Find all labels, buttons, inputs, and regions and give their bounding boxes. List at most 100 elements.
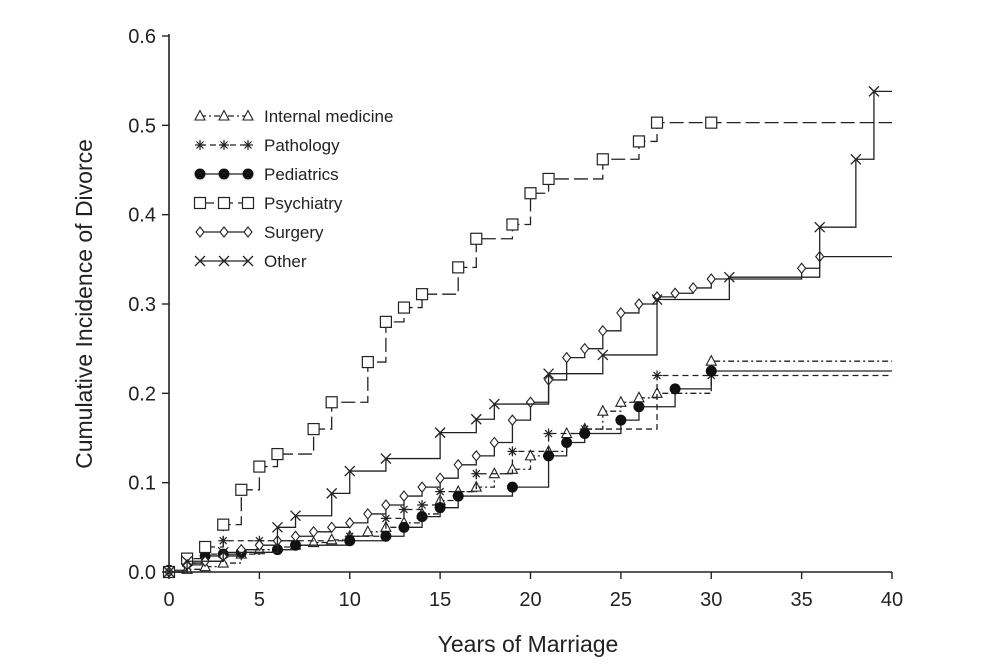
point-pediatrics-11 xyxy=(434,502,446,514)
point-surgery-19 xyxy=(507,414,518,427)
point-internal-medicine-18 xyxy=(488,467,501,479)
axes-layer: 0.0 0.1 0.2 0.3 0.4 0.5 0.6 0 5 10 15 20 25 30 35 40 xyxy=(128,26,903,611)
x-tick-label-8: 40 xyxy=(881,589,903,611)
point-surgery-11 xyxy=(363,508,373,520)
point-pediatrics-15 xyxy=(561,436,573,448)
point-psychiatry-5 xyxy=(253,460,266,473)
series-internal-medicine xyxy=(163,354,892,577)
point-internal-medicine-20 xyxy=(524,449,537,461)
legend-marker-surgery-2 xyxy=(243,226,253,238)
series-psychiatry xyxy=(162,116,892,579)
point-psychiatry-14 xyxy=(470,232,483,245)
point-other-10 xyxy=(488,398,500,410)
point-pediatrics-16 xyxy=(579,428,591,440)
point-psychiatry-12 xyxy=(415,288,429,301)
point-other-14 xyxy=(723,271,735,283)
point-pediatrics-14 xyxy=(543,450,555,462)
point-surgery-5 xyxy=(254,539,265,552)
y-tick-label-3: 0.3 xyxy=(128,294,156,316)
point-surgery-12 xyxy=(381,499,391,511)
legend-marker-pathology-1 xyxy=(219,140,229,150)
x-tick-label-7: 35 xyxy=(791,589,813,611)
legend-item-pathology: Pathology xyxy=(195,136,340,155)
point-surgery-16 xyxy=(453,458,463,471)
point-surgery-7 xyxy=(290,530,301,543)
point-psychiatry-16 xyxy=(524,187,537,200)
legend-marker-pathology-2 xyxy=(243,140,253,150)
legend: Internal medicine Pathology Pediatrics Psyc… xyxy=(193,107,393,271)
legend-item-internal-medicine: Internal medicine xyxy=(194,107,393,126)
legend-label-other: Other xyxy=(264,252,307,271)
point-surgery-10 xyxy=(345,516,355,529)
point-pediatrics-9 xyxy=(398,521,410,533)
x-tick-label-1: 5 xyxy=(254,589,265,611)
legend-marker-internal-medicine-2 xyxy=(242,109,254,121)
x-tick-label-3: 15 xyxy=(429,589,451,611)
point-surgery-9 xyxy=(326,521,337,534)
point-surgery-29 xyxy=(688,282,698,294)
x-tick-label-0: 0 xyxy=(163,589,174,611)
point-other-5 xyxy=(326,487,338,499)
point-pediatrics-12 xyxy=(452,490,464,502)
point-surgery-14 xyxy=(417,481,427,494)
series-other xyxy=(163,85,892,578)
point-surgery-28 xyxy=(670,287,680,300)
point-psychiatry-21 xyxy=(705,116,718,129)
legend-marker-psychiatry-2 xyxy=(241,196,255,210)
legend-label-pediatrics: Pediatrics xyxy=(264,165,339,184)
point-internal-medicine-25 xyxy=(614,395,627,407)
point-psychiatry-13 xyxy=(452,261,465,274)
point-other-6 xyxy=(344,465,356,477)
legend-item-pediatrics: Pediatrics xyxy=(194,165,339,184)
point-psychiatry-4 xyxy=(235,483,248,496)
legend-marker-other-1 xyxy=(218,255,230,267)
series-surgery xyxy=(164,250,892,578)
point-internal-medicine-9 xyxy=(325,533,338,545)
point-other-1 xyxy=(181,555,193,567)
point-pediatrics-18 xyxy=(633,401,645,413)
point-psychiatry-8 xyxy=(325,396,338,409)
legend-marker-psychiatry-1 xyxy=(217,196,231,210)
point-surgery-15 xyxy=(435,472,445,485)
point-psychiatry-15 xyxy=(506,218,519,231)
point-pediatrics-13 xyxy=(506,481,518,493)
point-surgery-31 xyxy=(796,262,807,275)
point-surgery-20 xyxy=(525,396,536,409)
point-internal-medicine-28 xyxy=(705,354,718,366)
point-internal-medicine-26 xyxy=(633,391,645,403)
point-pathology-8 xyxy=(417,500,428,510)
point-psychiatry-17 xyxy=(542,172,555,186)
point-pathology-7 xyxy=(398,504,409,515)
point-surgery-18 xyxy=(489,436,500,449)
y-tick-label-5: 0.5 xyxy=(128,115,156,137)
legend-marker-pediatrics-1 xyxy=(218,168,230,180)
point-other-8 xyxy=(434,427,446,439)
point-psychiatry-7 xyxy=(307,422,320,436)
legend-label-psychiatry: Psychiatry xyxy=(264,194,343,213)
point-surgery-22 xyxy=(561,351,572,364)
point-pediatrics-17 xyxy=(615,414,627,426)
point-other-16 xyxy=(850,153,862,165)
point-pathology-14 xyxy=(652,370,663,381)
series-line-psychiatry xyxy=(169,122,892,573)
point-surgery-23 xyxy=(580,342,590,355)
point-psychiatry-18 xyxy=(596,153,609,166)
point-psychiatry-2 xyxy=(199,540,212,554)
point-pathology-11 xyxy=(507,446,518,457)
point-other-17 xyxy=(868,85,880,97)
x-tick-label-4: 20 xyxy=(519,589,541,611)
point-internal-medicine-24 xyxy=(596,404,609,416)
point-other-15 xyxy=(814,221,826,233)
legend-item-surgery: Surgery xyxy=(195,223,324,242)
point-pathology-9 xyxy=(435,486,446,497)
point-psychiatry-9 xyxy=(361,355,374,369)
y-tick-label-2: 0.2 xyxy=(128,383,156,405)
x-axis-title: Years of Marriage xyxy=(438,631,619,657)
legend-item-other: Other xyxy=(194,252,307,271)
series-line-surgery xyxy=(169,256,892,573)
point-psychiatry-6 xyxy=(271,447,284,461)
point-other-11 xyxy=(543,368,555,380)
y-tick-label-4: 0.4 xyxy=(128,205,156,227)
point-pediatrics-8 xyxy=(380,530,392,542)
